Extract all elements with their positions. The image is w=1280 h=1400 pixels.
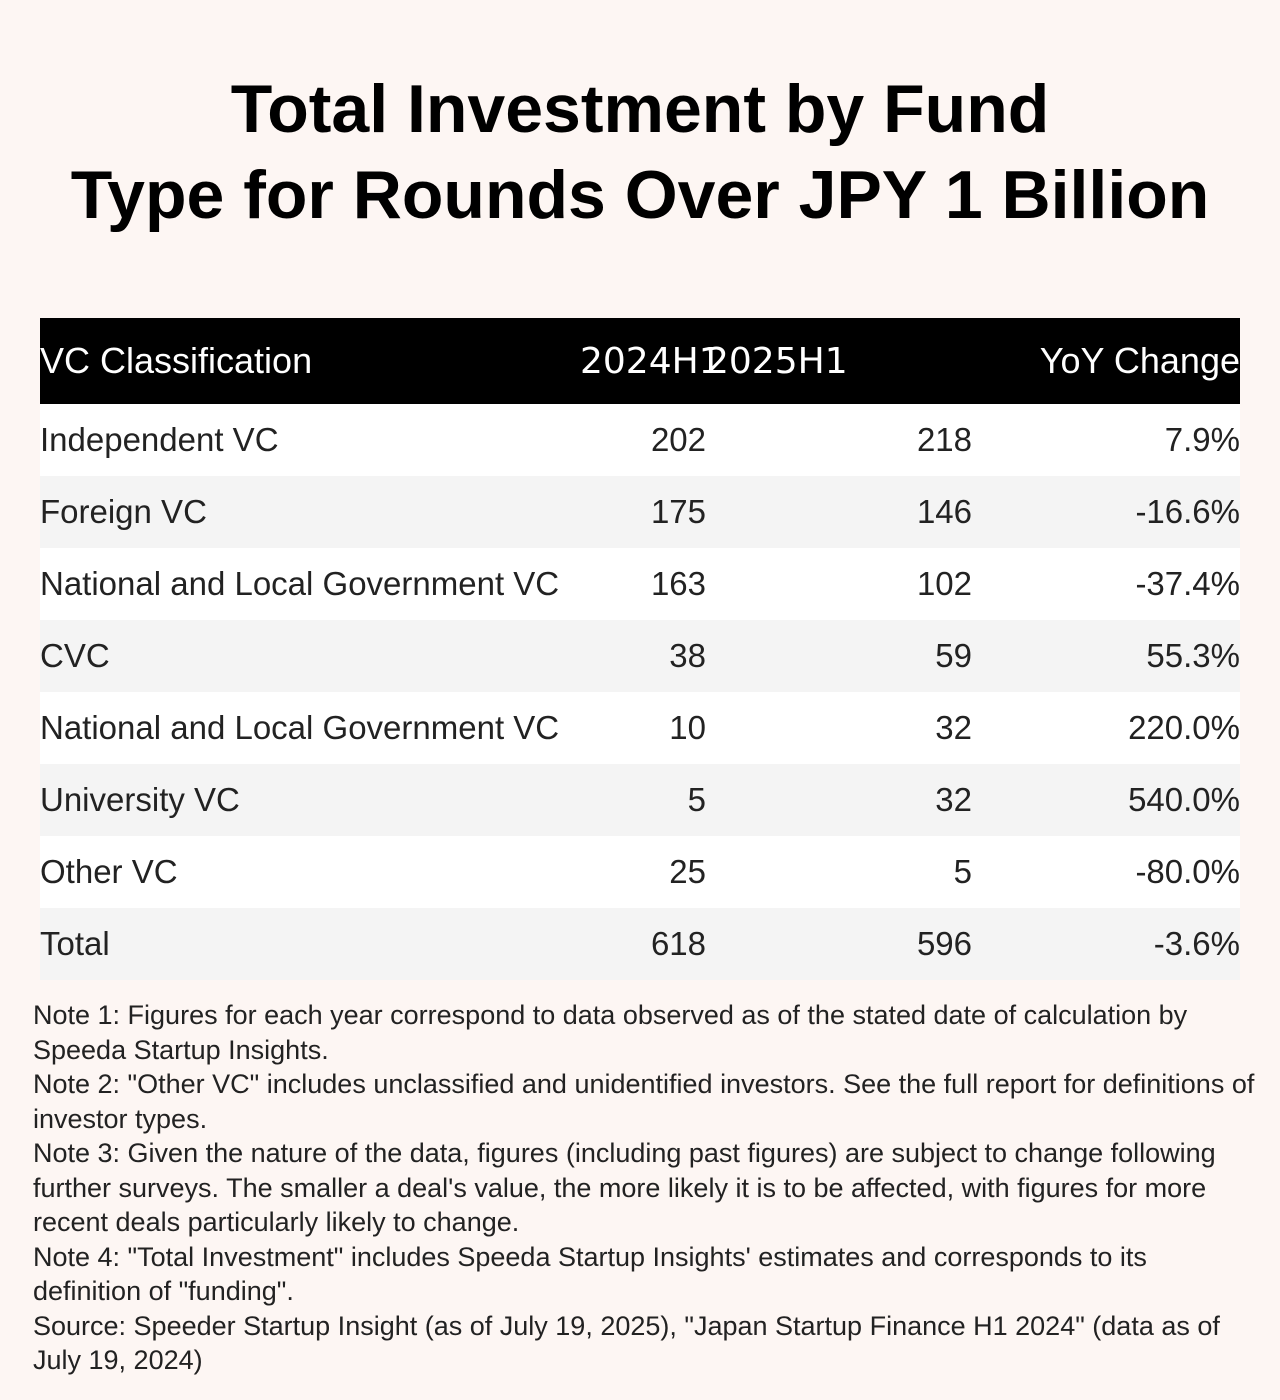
value-2025h1-cell: 59 xyxy=(935,637,972,674)
table-row: University VC 5 32 540.0% xyxy=(40,764,1240,836)
yoy-change-cell: -37.4% xyxy=(1135,565,1240,602)
value-2025h1-cell: 596 xyxy=(916,925,972,962)
chart-title-line-2: Type for Rounds Over JPY 1 Billion xyxy=(70,157,1210,233)
footnote: Note 3: Given the nature of the data, fi… xyxy=(33,1138,1216,1237)
yoy-change-cell: 55.3% xyxy=(1146,637,1240,674)
value-2025h1-cell: 5 xyxy=(953,853,972,890)
column-header-2024h1: 2024H1 xyxy=(580,340,722,382)
value-2025h1-cell: 146 xyxy=(916,493,972,530)
table-header-row: VC Classification 2024H1 2025H1 YoY Chan… xyxy=(40,318,1240,404)
column-header-yoy-change: YoY Change xyxy=(1039,340,1240,381)
yoy-change-cell: 220.0% xyxy=(1128,709,1240,746)
table-row: CVC 38 59 55.3% xyxy=(40,620,1240,692)
value-2024h1-cell: 10 xyxy=(669,709,706,746)
value-2024h1-cell: 618 xyxy=(650,925,706,962)
yoy-change-cell: -80.0% xyxy=(1135,853,1240,890)
footnote: Note 4: "Total Investment" includes Spee… xyxy=(33,1241,1147,1307)
row-label-cell: National and Local Government VC xyxy=(40,565,560,602)
value-2024h1-cell: 175 xyxy=(650,493,706,530)
yoy-change-cell: -3.6% xyxy=(1153,925,1240,962)
row-label-cell: CVC xyxy=(40,637,110,674)
table-row: National and Local Government VC 163 102 -3… xyxy=(40,548,1240,620)
table-row: Independent VC 202 218 7.9% xyxy=(40,404,1240,476)
value-2025h1-cell: 218 xyxy=(916,421,972,458)
row-label-cell: Total xyxy=(40,925,110,962)
table-body: Independent VC 202 218 7.9% Foreign VC 175 146… xyxy=(40,404,1240,980)
investment-table: VC Classification 2024H1 2025H1 YoY Chan… xyxy=(40,318,1240,980)
row-label-cell: University VC xyxy=(40,781,240,818)
footnote: Note 1: Figures for each year correspond… xyxy=(33,1000,1188,1065)
table-row: Total 618 596 -3.6% xyxy=(40,908,1240,980)
row-label-cell: Independent VC xyxy=(40,421,279,458)
column-header-2025h1: 2025H1 xyxy=(706,340,848,382)
value-2025h1-cell: 32 xyxy=(935,709,972,746)
value-2024h1-cell: 202 xyxy=(650,421,706,458)
value-2025h1-cell: 102 xyxy=(916,565,972,602)
source-note: Source: Speeder Startup Insight (as of J… xyxy=(33,1310,1220,1376)
yoy-change-cell: -16.6% xyxy=(1135,493,1240,530)
value-2024h1-cell: 25 xyxy=(669,853,706,890)
column-header-classification: VC Classification xyxy=(40,340,313,381)
yoy-change-cell: 540.0% xyxy=(1128,781,1240,818)
table-row: National and Local Government VC 10 32 220.… xyxy=(40,692,1240,764)
chart-title-line-1: Total Investment by Fund xyxy=(230,71,1050,147)
yoy-change-cell: 7.9% xyxy=(1164,421,1240,458)
chart-title: Total Investment by Fund Type for Rounds… xyxy=(0,66,1280,238)
table-row: Other VC 25 5 -80.0% xyxy=(40,836,1240,908)
value-2024h1-cell: 5 xyxy=(687,781,706,818)
footnotes: Note 1: Figures for each year correspond… xyxy=(33,998,1257,1378)
table-row: Foreign VC 175 146 -16.6% xyxy=(40,476,1240,548)
row-label-cell: Foreign VC xyxy=(40,493,207,530)
footnote: Note 2: "Other VC" includes unclassified… xyxy=(33,1069,1255,1134)
value-2024h1-cell: 163 xyxy=(650,565,706,602)
row-label-cell: Other VC xyxy=(40,853,178,890)
value-2025h1-cell: 32 xyxy=(935,781,972,818)
row-label-cell: National and Local Government VC xyxy=(40,709,560,746)
value-2024h1-cell: 38 xyxy=(669,637,706,674)
